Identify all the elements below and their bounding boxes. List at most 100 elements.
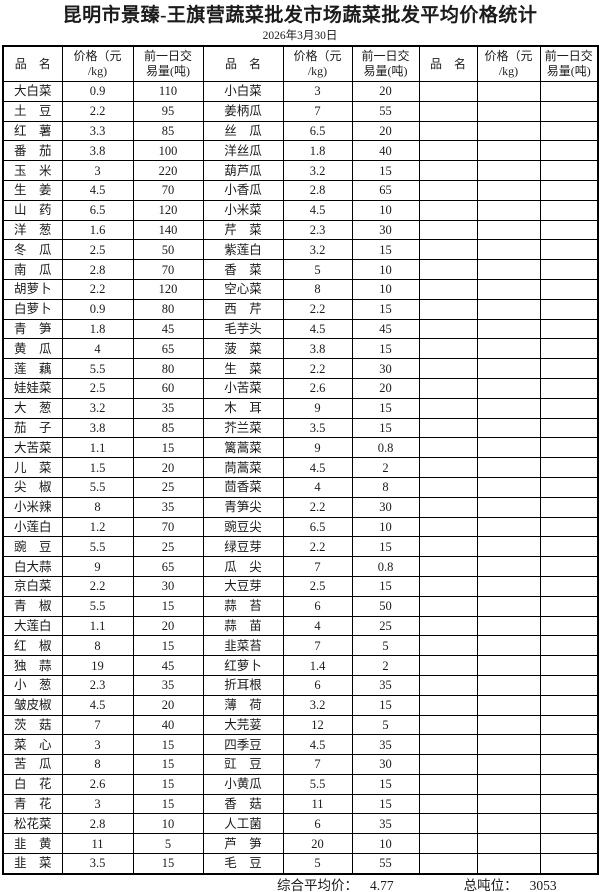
cell-volume: 15: [132, 635, 204, 657]
cell-volume: [539, 813, 599, 835]
cell-price: 5.5: [282, 773, 353, 795]
table-row: 南 瓜 2.8 70 香 菜 5 10: [2, 259, 599, 280]
cell-price: 8: [282, 278, 353, 300]
cell-volume: 15: [351, 160, 420, 181]
cell-volume: 20: [132, 694, 204, 716]
cell-product-name: 大芫荽: [202, 714, 284, 736]
table-row: 娃娃菜 2.5 60 小苦菜 2.6 20: [2, 377, 599, 399]
cell-volume: 20: [351, 120, 420, 142]
table-row: 洋 葱 1.6 140 芹 菜 2.3 30: [2, 219, 599, 241]
cell-price: 9: [282, 437, 353, 459]
table-row: 尖 椒 5.5 25 茴香菜 4 8: [2, 476, 599, 498]
table-row: 独 蒜 19 45 红萝卜 1.4 2: [2, 655, 599, 676]
table-row: 土 豆 2.2 95 姜柄瓜 7 55: [2, 100, 599, 122]
cell-volume: [539, 635, 599, 657]
table-row: 红 椒 8 15 韭菜苔 7 5: [2, 635, 599, 657]
table-row: 小莲白 1.2 70 豌豆尖 6.5 10: [2, 516, 599, 538]
cell-price: 5.5: [61, 536, 134, 558]
cell-volume: 15: [351, 417, 420, 439]
cell-product-name: [418, 199, 478, 221]
cell-product-name: 山 药: [2, 199, 63, 221]
cell-product-name: 豇 豆: [202, 754, 284, 775]
cell-price: 5.5: [61, 358, 134, 379]
cell-price: [476, 239, 541, 261]
cell-product-name: [418, 120, 478, 142]
cell-volume: 15: [351, 773, 420, 795]
header-product-name-3: 品 名: [418, 45, 478, 82]
cell-product-name: 白 花: [2, 773, 63, 795]
cell-volume: [539, 179, 599, 201]
cell-product-name: 白大蒜: [2, 556, 63, 577]
cell-product-name: 薄 荷: [202, 694, 284, 716]
cell-volume: 30: [351, 754, 420, 775]
cell-volume: 50: [132, 239, 204, 261]
table-row: 茄 子 3.8 85 芥兰菜 3.5 15: [2, 417, 599, 439]
cell-product-name: 大莲白: [2, 615, 63, 637]
cell-volume: [539, 298, 599, 320]
cell-product-name: 芥兰菜: [202, 417, 284, 439]
cell-volume: 25: [132, 476, 204, 498]
summary-footer: 综合平均价： 4.77 总吨位： 3053: [0, 878, 600, 892]
cell-price: 12: [282, 714, 353, 736]
cell-volume: 2: [351, 655, 420, 676]
cell-price: 7: [282, 635, 353, 657]
cell-price: 9: [282, 397, 353, 419]
cell-price: 2.2: [282, 298, 353, 320]
cell-price: [476, 615, 541, 637]
table-row: 黄 瓜 4 65 菠 菜 3.8 15: [2, 338, 599, 360]
cell-volume: [539, 318, 599, 340]
cell-volume: 55: [351, 100, 420, 122]
cell-volume: 100: [132, 140, 204, 162]
cell-product-name: [418, 160, 478, 181]
cell-volume: 55: [351, 853, 420, 875]
table-row: 冬 瓜 2.5 50 紫莲白 3.2 15: [2, 239, 599, 261]
cell-product-name: 毛 豆: [202, 853, 284, 875]
cell-price: 1.6: [61, 219, 134, 241]
table-row: 胡萝卜 2.2 120 空心菜 8 10: [2, 278, 599, 300]
cell-price: 3.2: [282, 694, 353, 716]
cell-volume: 30: [351, 358, 420, 379]
cell-price: 6.5: [282, 516, 353, 538]
cell-product-name: [418, 318, 478, 340]
cell-price: [476, 358, 541, 379]
cell-volume: 15: [351, 575, 420, 597]
cell-volume: [539, 199, 599, 221]
cell-price: [476, 853, 541, 875]
cell-price: 8: [61, 754, 134, 775]
cell-price: 2.8: [61, 813, 134, 835]
cell-volume: [539, 397, 599, 419]
average-price-label: 综合平均价：: [277, 877, 358, 892]
cell-volume: [539, 160, 599, 181]
cell-product-name: 青 笋: [2, 318, 63, 340]
cell-price: [476, 516, 541, 538]
cell-product-name: [418, 259, 478, 280]
cell-volume: 10: [351, 259, 420, 280]
cell-price: 9: [61, 556, 134, 577]
cell-price: [476, 694, 541, 716]
cell-product-name: 番 茄: [2, 140, 63, 162]
cell-product-name: [418, 397, 478, 419]
cell-price: [476, 278, 541, 300]
cell-product-name: [418, 179, 478, 201]
cell-product-name: [418, 734, 478, 756]
cell-product-name: 韭 黄: [2, 833, 63, 855]
cell-product-name: 苦 瓜: [2, 754, 63, 775]
cell-price: 7: [282, 556, 353, 577]
cell-volume: [539, 674, 599, 696]
cell-product-name: [418, 833, 478, 855]
cell-price: 1.4: [282, 655, 353, 676]
header-price-3: 价格（元 /kg): [476, 45, 541, 82]
cell-volume: 15: [351, 298, 420, 320]
cell-price: 3.8: [61, 417, 134, 439]
cell-volume: [539, 338, 599, 360]
table-row: 大莲白 1.1 20 蒜 苗 4 25: [2, 615, 599, 637]
cell-product-name: [418, 536, 478, 558]
cell-product-name: 青笋尖: [202, 496, 284, 518]
cell-price: 6: [282, 674, 353, 696]
table-header: 品 名 价格（元 /kg) 前一日交 易量(吨) 品 名 价格（元 /kg) 前…: [2, 45, 599, 82]
cell-product-name: 芦 笋: [202, 833, 284, 855]
cell-volume: 25: [351, 615, 420, 637]
header-price-2: 价格（元 /kg): [282, 45, 353, 82]
cell-product-name: 小苦菜: [202, 377, 284, 399]
cell-product-name: 胡萝卜: [2, 278, 63, 300]
